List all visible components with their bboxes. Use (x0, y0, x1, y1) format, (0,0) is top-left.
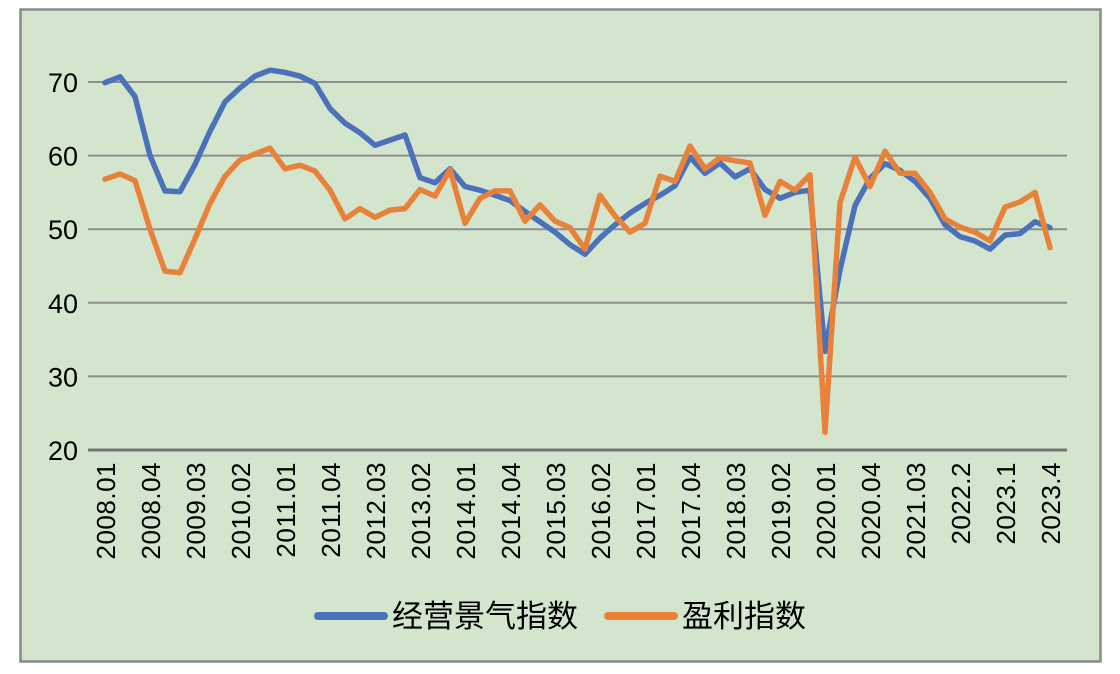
x-axis-tick-label: 2019.02 (766, 462, 796, 559)
x-axis-tick-label: 2012.03 (361, 462, 391, 559)
legend-label-profit-index: 盈利指数 (682, 599, 806, 634)
x-axis-tick-label: 2017.01 (631, 462, 661, 559)
x-axis-tick-label: 2014.01 (451, 462, 481, 559)
chart-background (19, 8, 1102, 663)
x-axis-tick-label: 2008.04 (136, 462, 166, 559)
y-axis-tick-label: 50 (48, 215, 78, 245)
legend-item-business-climate-index: 经营景气指数 (314, 599, 578, 634)
legend-label-business-climate-index: 经营景气指数 (392, 599, 578, 634)
x-axis-tick-label: 2016.02 (586, 462, 616, 559)
x-axis-tick-label: 2008.01 (91, 462, 121, 559)
y-axis-tick-label: 20 (48, 436, 78, 466)
y-axis-tick-label: 30 (48, 362, 78, 392)
y-axis-tick-label: 40 (48, 289, 78, 319)
legend-item-profit-index: 盈利指数 (604, 599, 806, 634)
y-axis-tick-label: 60 (48, 142, 78, 172)
x-axis-tick-label: 2010.02 (226, 462, 256, 559)
x-axis-tick-label: 2023.4 (1036, 462, 1066, 545)
x-axis-tick-label: 2014.04 (496, 462, 526, 559)
x-axis-tick-label: 2011.01 (271, 462, 301, 558)
x-axis-tick-label: 2020.01 (811, 462, 841, 559)
x-axis-tick-label: 2020.04 (856, 462, 886, 559)
profit-index-line (102, 143, 1053, 436)
x-axis-tick-label: 2021.03 (901, 462, 931, 559)
x-axis-tick-label: 2015.03 (541, 462, 571, 559)
x-axis-tick-label: 2011.04 (316, 462, 346, 558)
x-axis-tick-label: 2009.03 (181, 462, 211, 559)
x-axis-tick-label: 2013.02 (406, 462, 436, 559)
x-axis-tick-label: 2018.03 (721, 462, 751, 559)
y-axis-tick-label: 70 (48, 68, 78, 98)
x-axis-tick-label: 2017.04 (676, 462, 706, 559)
x-axis-tick-label: 2023.1 (991, 462, 1021, 545)
x-axis-tick-label: 2022.2 (946, 462, 976, 545)
